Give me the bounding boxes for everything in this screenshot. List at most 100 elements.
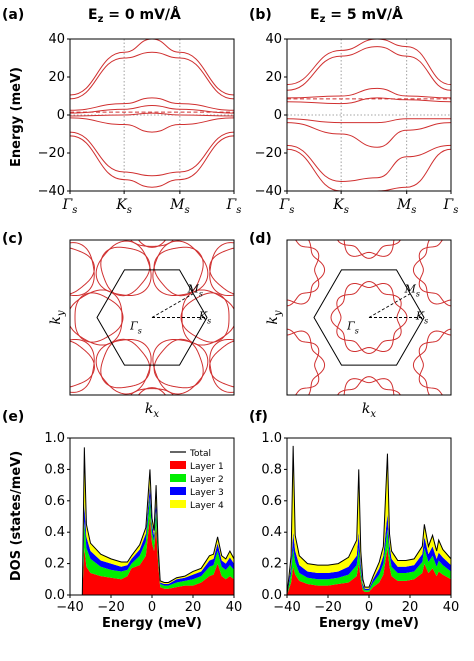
- panel-b-title: Ez = 5 mV/Å: [310, 6, 403, 25]
- band-5: [69, 112, 235, 117]
- brillouin-zone-hexagon: [313, 269, 425, 366]
- kpoint-label-main: Γ: [279, 197, 291, 213]
- k-point-label-sub: s: [207, 317, 211, 326]
- fermi-pocket-outer: [209, 338, 234, 393]
- m-point-label: Ms: [404, 283, 420, 299]
- band-3: [69, 97, 235, 111]
- k-point-label-main: K: [198, 310, 208, 323]
- gamma-point-label-main: Γ: [129, 320, 138, 333]
- legend-swatch-layer-1: [170, 461, 186, 469]
- band-y-axis-label: Energy (meV): [9, 67, 24, 167]
- gamma-point-label-sub: s: [355, 327, 359, 336]
- kpoint-label-sub: s: [72, 205, 77, 216]
- fermi-ring-outer: [412, 330, 451, 395]
- kpoint-label-sub: s: [344, 205, 349, 216]
- xtick-label: 0: [365, 600, 373, 615]
- fermi-pocket-inner: [180, 292, 230, 343]
- legend-label: Layer 1: [190, 462, 224, 472]
- m-point-label-sub: s: [416, 290, 420, 299]
- kpoint-label-main: M: [169, 197, 185, 213]
- band-5: [286, 118, 451, 124]
- band-6: [69, 117, 235, 133]
- k-point-label: Ks: [198, 310, 211, 326]
- gamma-point-label-sub: s: [138, 327, 142, 336]
- kx-axis-label: kx: [145, 401, 159, 420]
- ytick-label: 20: [48, 70, 65, 85]
- kpoint-label-sub: s: [236, 205, 241, 216]
- kx-axis-label-sub: x: [370, 409, 376, 420]
- fermi-ring-inner: [287, 240, 320, 307]
- kpoint-label: Ms: [396, 197, 417, 216]
- band-2: [286, 46, 452, 91]
- kpoint-label: Γs: [279, 197, 295, 216]
- kpoint-label: Ks: [332, 197, 349, 216]
- fermi-pocket-inner: [137, 240, 167, 248]
- fermi-pocket-outer: [70, 338, 95, 393]
- m-point-label-main: M: [187, 283, 200, 296]
- ytick-label: 0: [274, 108, 282, 123]
- dos-area-layer-2: [287, 529, 451, 595]
- legend-label: Layer 3: [190, 488, 224, 498]
- kpoint-label: Ms: [169, 197, 190, 216]
- ytick-label: 0.6: [44, 494, 65, 509]
- ytick-label: 0.2: [44, 557, 65, 572]
- ky-main: k: [48, 316, 64, 324]
- fermi-ring-inner: [287, 328, 320, 395]
- xtick-label: 40: [443, 600, 460, 615]
- xtick-label: −40: [56, 600, 83, 615]
- kpoint-label-main: Γ: [62, 197, 74, 213]
- xtick-label: −20: [97, 600, 124, 615]
- dos-legend: Total Layer 1 Layer 2 Layer 3 Layer 4: [170, 449, 224, 511]
- kpoint-label-main: Γ: [226, 197, 238, 213]
- fermi-ring-outer: [287, 330, 326, 395]
- fermi-ring-inner: [418, 328, 451, 395]
- legend-swatch-layer-3: [170, 487, 186, 495]
- gamma-point-label: Γs: [129, 320, 142, 336]
- panel-label-e: (e): [2, 409, 24, 425]
- kpoint-label-main: K: [332, 197, 345, 213]
- k-point-label-sub: s: [424, 317, 428, 326]
- k-point-label: Ks: [415, 310, 428, 326]
- m-point-label-sub: s: [199, 290, 203, 299]
- ytick-label: −40: [255, 184, 282, 199]
- fermi-pocket-outer: [70, 289, 123, 346]
- fermi-pocket-outer: [95, 339, 152, 395]
- m-point-label-main: M: [404, 283, 417, 296]
- kx-axis-label: kx: [362, 401, 376, 420]
- fermi-pocket-inner: [70, 340, 95, 388]
- ky-sub: y: [273, 310, 284, 317]
- ytick-label: 20: [265, 70, 282, 85]
- kpoint-label: Γs: [226, 197, 242, 216]
- kx-axis-label-sub: x: [153, 409, 159, 420]
- band-6: [286, 122, 452, 148]
- dos-area-layer-1: [287, 547, 451, 595]
- fermi-pocket-inner: [100, 338, 151, 389]
- xtick-label: −40: [273, 600, 300, 615]
- fermi-pocket-outer: [152, 339, 209, 395]
- fermi-ring-inner: [418, 240, 451, 307]
- legend-label: Total: [189, 449, 211, 459]
- fermi-pocket-outer: [129, 388, 175, 395]
- xtick-label: −20: [314, 600, 341, 615]
- dos-panel-f: −40 −20 0 20 40 1.0 0.8 0.6 0.4 0.2 0.0 Energy (meV…: [261, 431, 459, 631]
- kpoint-label-main: M: [396, 197, 412, 213]
- ytick-label: −20: [255, 146, 282, 161]
- dos-area-layer-4: [70, 447, 234, 595]
- ky-main: k: [265, 316, 281, 324]
- ytick-label: 1.0: [261, 431, 282, 446]
- ytick-label: 1.0: [44, 431, 65, 446]
- panel-label-f: (f): [249, 409, 268, 425]
- ytick-label: 40: [265, 32, 282, 47]
- dos-total-line: [286, 445, 452, 596]
- kpoint-label: Γs: [443, 197, 459, 216]
- ky-axis-label: ky: [48, 310, 67, 324]
- fermi-pocket-inner: [209, 247, 234, 295]
- fermi-ring-outer: [330, 282, 408, 353]
- band-4: [69, 104, 235, 114]
- dos-area-layer-3: [70, 485, 234, 595]
- fermi-pocket-outer: [129, 240, 175, 247]
- ky-sub: y: [56, 310, 67, 317]
- fermi-pocket-inner: [153, 338, 204, 389]
